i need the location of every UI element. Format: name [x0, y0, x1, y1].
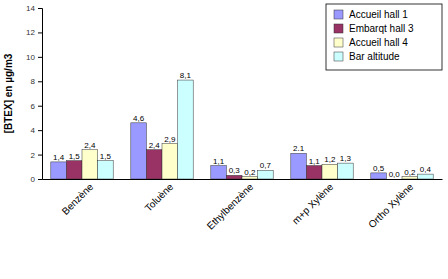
y-tick: 10: [26, 53, 42, 62]
data-label: 0,5: [373, 164, 385, 173]
data-label: 1,4: [53, 153, 65, 162]
legend-label: Embarqt hall 3: [349, 23, 414, 34]
bar: [322, 164, 338, 179]
bar: [98, 161, 114, 179]
data-label: 1,3: [340, 154, 352, 163]
x-tick: Ortho Xylène: [366, 179, 415, 230]
data-label: 0,3: [229, 166, 241, 175]
bar: [162, 144, 178, 179]
legend-box: [326, 4, 442, 70]
x-tick-label: Ortho Xylène: [366, 181, 415, 230]
data-label: 1,5: [100, 152, 112, 161]
bar: [51, 162, 67, 179]
y-tick-mark: [38, 179, 42, 180]
y-tick-mark: [38, 130, 42, 131]
x-axis-line: [43, 179, 443, 180]
data-label: 0,2: [244, 168, 256, 177]
y-tick-mark: [38, 57, 42, 58]
x-tick: Ethylbenzène: [205, 179, 256, 232]
bar: [258, 170, 274, 179]
bar: [306, 166, 322, 179]
data-label: 2,9: [164, 135, 176, 144]
y-tick: 12: [26, 28, 42, 37]
data-label: 1,2: [324, 155, 336, 164]
data-label: 2,4: [84, 141, 96, 150]
y-tick-mark: [38, 81, 42, 82]
y-tick-label: 10: [26, 53, 35, 62]
data-label: 1,1: [213, 157, 225, 166]
legend-swatch: [334, 38, 343, 47]
x-tick-label: Benzène: [60, 181, 96, 217]
y-tick: 8: [31, 77, 42, 86]
bar: [146, 150, 162, 179]
data-labels: 1,44,61,12.10,51,52,40,31,10,02,42,90,21…: [53, 71, 431, 179]
legend-item: Accueil hall 1: [334, 9, 408, 20]
legend-swatch: [334, 52, 343, 61]
bar: [291, 153, 307, 179]
data-label: 2,4: [149, 141, 161, 150]
y-tick-label: 14: [26, 4, 35, 13]
bar: [66, 161, 82, 179]
y-tick: 2: [31, 151, 42, 160]
y-tick: 0: [31, 175, 42, 184]
x-tick-label: Toluène: [143, 181, 176, 214]
y-tick: 6: [31, 102, 42, 111]
y-tick-mark: [38, 32, 42, 33]
data-label: 1,5: [69, 152, 81, 161]
legend-item: Accueil hall 4: [334, 37, 408, 48]
x-tick: Toluène: [143, 179, 176, 214]
y-axis-line: [38, 9, 43, 180]
x-tick: m+p Xylène: [290, 179, 336, 226]
y-tick-label: 8: [31, 77, 36, 86]
legend-label: Accueil hall 1: [349, 9, 408, 20]
bar: [418, 174, 434, 179]
y-axis-title: [BTEX] en µg/m3: [3, 53, 14, 133]
legend: Accueil hall 1 Embarqt hall 3 Accueil hall…: [326, 4, 442, 70]
x-axis: Benzène Toluène Ethylbenzène m+p Xylène Orth…: [43, 179, 443, 232]
y-tick-label: 6: [31, 102, 36, 111]
y-axis: 0 2 4 6 8 10 12 14: [26, 4, 42, 184]
bar: [226, 175, 242, 179]
legend-swatch: [334, 10, 343, 19]
bar: [402, 177, 418, 179]
x-tick: Benzène: [60, 179, 96, 217]
legend-label: Bar altitude: [349, 51, 400, 62]
y-tick-label: 4: [31, 126, 36, 135]
bar: [338, 163, 354, 179]
bar: [131, 123, 147, 179]
y-tick: 14: [26, 4, 42, 13]
bar: [178, 80, 194, 179]
y-tick-label: 12: [26, 28, 35, 37]
y-tick-mark: [38, 155, 42, 156]
legend-swatch: [334, 24, 343, 33]
legend-item: Embarqt hall 3: [334, 23, 414, 34]
y-tick-label: 0: [31, 175, 36, 184]
legend-item: Bar altitude: [334, 51, 400, 62]
data-label: 8,1: [180, 71, 192, 80]
y-tick: 4: [31, 126, 42, 135]
plot: 0 2 4 6 8 10 12 14 Benzène Toluène Ethylbenzène m+p…: [26, 4, 442, 232]
y-tick-mark: [38, 106, 42, 107]
bar: [211, 166, 227, 179]
bars: [51, 80, 433, 179]
data-label: 2.1: [293, 144, 305, 153]
data-label: 0,0: [389, 170, 401, 179]
x-tick-label: Ethylbenzène: [205, 181, 256, 232]
data-label: 4,6: [133, 114, 145, 123]
legend-label: Accueil hall 4: [349, 37, 408, 48]
bar: [242, 177, 258, 179]
y-tick-mark: [38, 8, 42, 9]
bar: [371, 173, 387, 179]
data-label: 0,7: [260, 161, 272, 170]
y-tick-label: 2: [31, 151, 36, 160]
x-tick-label: m+p Xylène: [290, 181, 336, 227]
data-label: 1,1: [309, 157, 321, 166]
data-label: 0,4: [420, 165, 432, 174]
data-label: 0,2: [404, 168, 416, 177]
bar: [82, 150, 98, 179]
chart: 0 2 4 6 8 10 12 14 Benzène Toluène Ethylbenzène m+p…: [0, 0, 448, 279]
